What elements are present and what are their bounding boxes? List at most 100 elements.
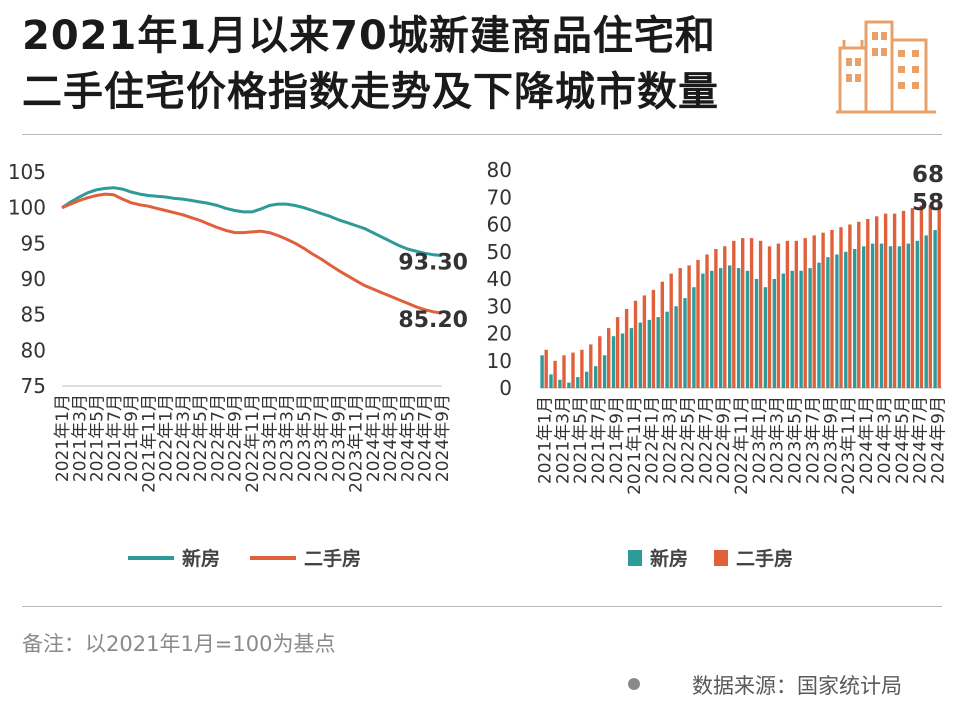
bar-second-hand — [598, 336, 602, 388]
x-tick-label: 2024年3月 — [381, 394, 401, 482]
x-tick-label: 2021年11月 — [625, 396, 645, 495]
x-tick-label: 2021年1月 — [535, 396, 555, 484]
bar-new-home — [719, 268, 723, 388]
x-tick-label: 2024年9月 — [929, 396, 949, 484]
bar-second-hand — [749, 238, 754, 388]
bar-new-home — [906, 243, 910, 388]
legend-label: 二手房 — [736, 547, 793, 570]
bar-second-hand — [803, 238, 807, 388]
bar-new-home — [647, 319, 651, 388]
x-tick-label: 2021年3月 — [553, 396, 573, 484]
bar-new-home — [674, 306, 678, 389]
bar-new-home — [844, 251, 848, 389]
bar-second-hand — [571, 352, 575, 388]
end-value-label: 58 — [912, 190, 944, 216]
x-tick-label: 2022年11月 — [243, 394, 263, 493]
bar-new-home — [835, 254, 839, 388]
y-tick-label: 20 — [487, 322, 512, 346]
x-tick-label: 2021年9月 — [122, 394, 142, 482]
bar-second-hand — [660, 281, 664, 388]
y-tick-label: 75 — [21, 374, 46, 398]
data-source: 数据来源：国家统计局 — [692, 674, 902, 698]
bar-second-hand — [794, 240, 798, 388]
bar-second-hand — [875, 216, 879, 388]
bar-second-hand — [848, 224, 852, 388]
bar-new-home — [567, 382, 571, 388]
x-tick-label: 2023年11月 — [839, 396, 859, 495]
footnote: 备注：以2021年1月=100为基点 — [22, 632, 336, 656]
y-tick-label: 60 — [487, 213, 512, 237]
bar-new-home — [611, 336, 616, 388]
bar-new-home — [888, 246, 893, 388]
bar-new-home — [879, 243, 884, 388]
x-tick-label: 2024年3月 — [875, 396, 895, 484]
bottom-divider — [22, 606, 942, 607]
bar-second-hand — [580, 349, 584, 388]
x-tick-label: 2023年1月 — [750, 396, 770, 484]
bar-new-home — [736, 268, 741, 388]
bar-chart: 010203040506070802021年1月2021年3月2021年5月20… — [487, 158, 949, 570]
bar-new-home — [870, 243, 875, 388]
bar-new-home — [924, 235, 928, 388]
bar-second-hand — [642, 295, 647, 388]
legend-swatch — [714, 550, 728, 566]
bar-second-hand — [669, 273, 673, 388]
bar-new-home — [790, 270, 794, 388]
legend-label: 新房 — [650, 547, 688, 570]
end-value-label: 85.20 — [398, 308, 468, 333]
bar-second-hand — [901, 210, 906, 388]
end-value-label: 93.30 — [398, 250, 468, 275]
bar-new-home — [594, 366, 598, 388]
x-tick-label: 2021年7月 — [105, 394, 125, 482]
bar-second-hand — [589, 344, 593, 388]
x-tick-label: 2023年9月 — [329, 394, 349, 482]
bar-second-hand — [830, 230, 834, 388]
x-tick-label: 2022年11月 — [732, 396, 752, 495]
x-tick-label: 2023年3月 — [278, 394, 298, 482]
top-divider — [22, 134, 942, 135]
bar-new-home — [763, 287, 768, 388]
x-tick-label: 2024年7月 — [911, 396, 931, 484]
bar-second-hand — [767, 246, 772, 388]
bar-new-home — [665, 311, 669, 388]
bar-new-home — [754, 279, 759, 388]
bar-second-hand — [607, 328, 611, 388]
series-line-second-hand — [61, 192, 443, 315]
legend-swatch — [628, 550, 642, 566]
x-tick-label: 2023年5月 — [295, 394, 315, 482]
x-tick-label: 2021年7月 — [589, 396, 609, 484]
x-tick-label: 2021年11月 — [139, 394, 159, 493]
bar-new-home — [692, 287, 696, 388]
x-tick-label: 2022年1月 — [643, 396, 663, 484]
x-tick-label: 2024年5月 — [398, 394, 418, 482]
bar-second-hand — [928, 205, 932, 388]
bar-second-hand — [615, 317, 620, 388]
bar-new-home — [915, 240, 919, 388]
bar-new-home — [602, 355, 607, 388]
y-tick-label: 10 — [487, 349, 512, 373]
bar-second-hand — [544, 349, 548, 388]
bar-new-home — [826, 257, 830, 388]
x-tick-label: 2023年7月 — [312, 394, 332, 482]
x-tick-label: 2022年7月 — [208, 394, 228, 482]
x-tick-label: 2021年1月 — [53, 394, 73, 482]
x-tick-label: 2021年5月 — [571, 396, 591, 484]
x-tick-label: 2022年3月 — [661, 396, 681, 484]
bar-second-hand — [839, 227, 843, 388]
x-tick-label: 2023年11月 — [347, 394, 367, 493]
bar-second-hand — [651, 289, 656, 388]
x-tick-label: 2023年1月 — [260, 394, 280, 482]
bar-second-hand — [892, 213, 897, 388]
y-tick-label: 100 — [8, 196, 46, 220]
city-buildings-icon — [832, 14, 940, 124]
bar-new-home — [853, 249, 857, 388]
source-bullet-icon — [628, 678, 640, 690]
x-tick-label: 2023年3月 — [768, 396, 788, 484]
bar-second-hand — [553, 360, 557, 389]
x-tick-label: 2021年3月 — [70, 394, 90, 482]
x-tick-label: 2022年7月 — [696, 396, 716, 484]
bar-new-home — [549, 374, 553, 388]
x-tick-label: 2022年9月 — [714, 396, 734, 484]
x-tick-label: 2024年1月 — [364, 394, 384, 482]
y-tick-label: 105 — [8, 160, 46, 184]
